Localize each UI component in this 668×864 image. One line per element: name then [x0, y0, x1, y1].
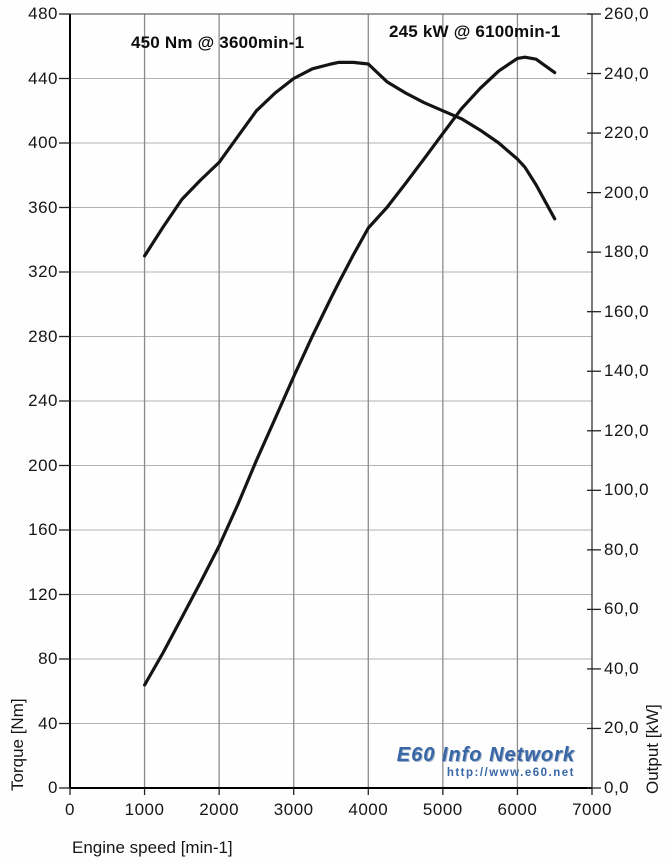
output-axis-tick-label: 0,0	[604, 778, 630, 797]
engine-speed-tick-label: 6000	[497, 800, 538, 819]
torque-axis-tick-label: 440	[28, 68, 58, 88]
output-axis-tick-label: 140,0	[604, 361, 650, 381]
output-axis-tick-label: 100,0	[604, 480, 650, 500]
watermark-title: E60 Info Network	[396, 744, 575, 766]
torque-axis-tick-label: 200	[28, 455, 58, 475]
output-axis-tick-label: 240,0	[604, 63, 650, 83]
torque-axis-tick-label: 160	[28, 520, 58, 539]
left-axis-title: Torque [Nm]	[8, 698, 27, 791]
torque-axis-tick-label: 320	[28, 262, 58, 281]
engine-speed-tick-label: 2000	[199, 800, 240, 819]
torque-axis-tick-label: 240	[28, 391, 58, 410]
engine-speed-tick-label: 0	[65, 800, 75, 819]
output-axis-tick-label: 120,0	[604, 420, 650, 440]
engine-speed-tick-label: 1000	[124, 800, 165, 819]
torque-axis-tick-label: 280	[28, 326, 58, 346]
engine-speed-tick-label: 7000	[572, 800, 612, 819]
output-axis-tick-label: 180,0	[604, 242, 650, 262]
torque-axis-tick-label: 120	[28, 584, 58, 604]
torque-axis-tick-label: 360	[28, 197, 58, 217]
torque-curve	[143, 60, 557, 258]
engine-speed-tick-label: 5000	[422, 800, 463, 819]
output-axis-tick-label: 40,0	[604, 658, 640, 678]
output-axis-tick-label: 200,0	[604, 182, 650, 202]
output-axis-tick-label: 60,0	[604, 599, 640, 619]
output-axis-tick-label: 160,0	[604, 301, 650, 321]
watermark-url: http://www.e60.net	[446, 767, 575, 779]
engine-speed-tick-label: 3000	[273, 800, 314, 819]
power-curve	[143, 55, 557, 687]
output-axis-tick-label: 260,0	[604, 4, 650, 23]
engine-speed-tick-label: 4000	[348, 800, 389, 819]
output-axis-tick-label: 220,0	[604, 123, 650, 143]
torque-axis-tick-label: 80	[38, 649, 58, 668]
x-axis-title: Engine speed [min-1]	[72, 838, 233, 857]
watermark: E60 Info Network http://www.e60.net	[385, 744, 575, 779]
torque-axis-tick-label: 0	[48, 778, 58, 797]
torque-axis-tick-label: 40	[38, 713, 58, 733]
torque-axis-tick-label: 400	[28, 133, 58, 152]
output-axis-tick-label: 20,0	[604, 718, 640, 738]
torque-peak-annotation: 450 Nm @ 3600min-1	[131, 33, 305, 52]
right-axis-title: Output [kW]	[643, 704, 662, 794]
power-peak-annotation: 245 kW @ 6100min-1	[389, 22, 561, 41]
torque-axis-tick-label: 480	[28, 4, 58, 23]
output-axis-tick-label: 80,0	[604, 539, 640, 559]
